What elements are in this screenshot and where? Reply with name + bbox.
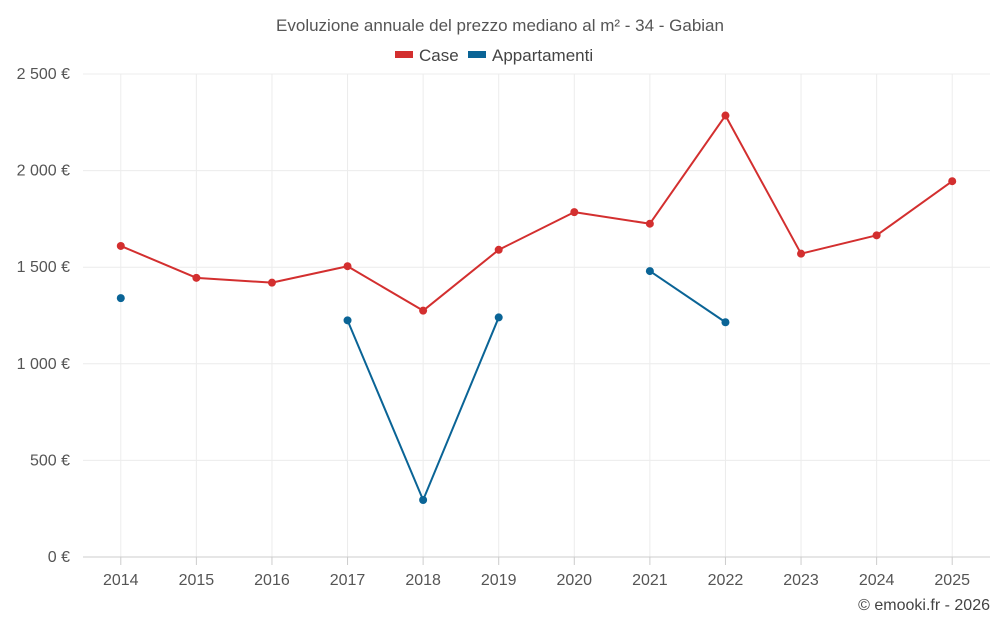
- data-point[interactable]: [267, 278, 276, 287]
- legend-swatch-case[interactable]: [395, 51, 413, 58]
- y-tick-label: 1 500 €: [17, 259, 70, 276]
- x-tick-label: 2018: [405, 572, 441, 589]
- data-point[interactable]: [570, 208, 579, 217]
- chart-title: Evoluzione annuale del prezzo mediano al…: [276, 16, 724, 35]
- data-point[interactable]: [872, 231, 881, 240]
- data-point[interactable]: [721, 318, 730, 327]
- data-point[interactable]: [343, 262, 352, 271]
- series-line: [120, 114, 953, 312]
- credit-text: © emooki.fr - 2026: [858, 597, 990, 614]
- y-tick-label: 1 000 €: [17, 356, 70, 373]
- data-point[interactable]: [192, 273, 201, 282]
- data-point[interactable]: [948, 177, 957, 186]
- data-point[interactable]: [797, 249, 806, 258]
- series-appartamenti: [116, 267, 730, 505]
- grid: [83, 73, 990, 557]
- series-layer: [116, 111, 957, 505]
- x-tick-label: 2014: [103, 572, 139, 589]
- y-tick-label: 500 €: [30, 452, 70, 469]
- axes: 0 € 500 € 1 000 € 1 500 € 2 000 € 2 500 € 2014…: [17, 66, 990, 589]
- data-point[interactable]: [116, 241, 125, 250]
- data-point[interactable]: [419, 306, 428, 315]
- data-point[interactable]: [721, 111, 730, 120]
- y-tick-label: 2 000 €: [17, 163, 70, 180]
- x-tick-label: 2015: [179, 572, 215, 589]
- x-tick-label: 2019: [481, 572, 517, 589]
- series-case: [116, 111, 957, 315]
- data-point[interactable]: [116, 294, 125, 303]
- legend-label-appartamenti[interactable]: Appartamenti: [492, 46, 593, 65]
- x-tick-label: 2021: [632, 572, 668, 589]
- series-line: [649, 270, 727, 324]
- y-tick-label: 0 €: [48, 549, 70, 566]
- legend-label-case[interactable]: Case: [419, 46, 459, 65]
- data-point[interactable]: [645, 267, 654, 276]
- x-tick-label: 2022: [708, 572, 744, 589]
- data-point[interactable]: [494, 245, 503, 254]
- y-tick-label: 2 500 €: [17, 66, 70, 83]
- data-point[interactable]: [645, 219, 654, 228]
- x-tick-label: 2020: [556, 572, 592, 589]
- x-tick-label: 2017: [330, 572, 366, 589]
- x-tick-label: 2023: [783, 572, 819, 589]
- x-tick-label: 2024: [859, 572, 895, 589]
- data-point[interactable]: [419, 496, 428, 505]
- data-point[interactable]: [343, 316, 352, 325]
- x-tick-label: 2025: [934, 572, 970, 589]
- legend-swatch-appartamenti[interactable]: [468, 51, 486, 58]
- data-point[interactable]: [494, 313, 503, 322]
- legend[interactable]: Case Appartamenti: [395, 46, 593, 65]
- x-tick-label: 2016: [254, 572, 290, 589]
